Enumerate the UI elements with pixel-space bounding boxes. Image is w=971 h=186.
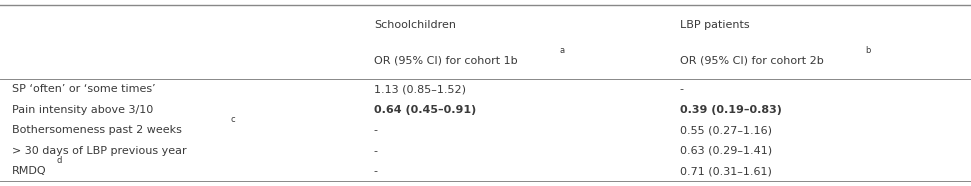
Text: d: d (56, 156, 62, 165)
Text: -: - (680, 84, 684, 94)
Text: -: - (374, 166, 378, 176)
Text: 0.39 (0.19–0.83): 0.39 (0.19–0.83) (680, 105, 782, 115)
Text: -: - (374, 125, 378, 135)
Text: RMDQ: RMDQ (12, 166, 47, 176)
Text: OR (95% CI) for cohort 1b: OR (95% CI) for cohort 1b (374, 55, 518, 65)
Text: -: - (374, 146, 378, 156)
Text: LBP patients: LBP patients (680, 20, 750, 30)
Text: > 30 days of LBP previous year: > 30 days of LBP previous year (12, 146, 186, 156)
Text: 0.71 (0.31–1.61): 0.71 (0.31–1.61) (680, 166, 772, 176)
Text: 0.64 (0.45–0.91): 0.64 (0.45–0.91) (374, 105, 476, 115)
Text: c: c (231, 116, 236, 124)
Text: Schoolchildren: Schoolchildren (374, 20, 455, 30)
Text: b: b (865, 46, 871, 55)
Text: 1.13 (0.85–1.52): 1.13 (0.85–1.52) (374, 84, 466, 94)
Text: 0.55 (0.27–1.16): 0.55 (0.27–1.16) (680, 125, 772, 135)
Text: OR (95% CI) for cohort 2b: OR (95% CI) for cohort 2b (680, 55, 823, 65)
Text: SP ‘often’ or ‘some times’: SP ‘often’ or ‘some times’ (12, 84, 155, 94)
Text: Bothersomeness past 2 weeks: Bothersomeness past 2 weeks (12, 125, 182, 135)
Text: 0.63 (0.29–1.41): 0.63 (0.29–1.41) (680, 146, 772, 156)
Text: Pain intensity above 3/10: Pain intensity above 3/10 (12, 105, 152, 115)
Text: a: a (559, 46, 564, 55)
